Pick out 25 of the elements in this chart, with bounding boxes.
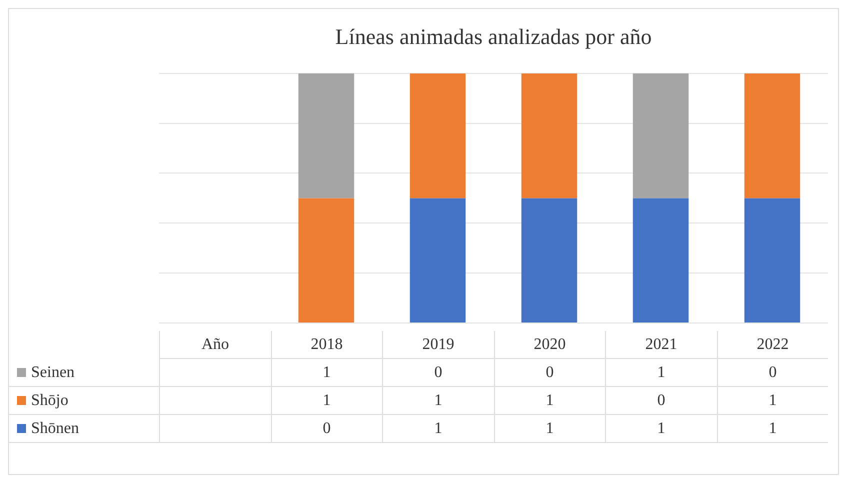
data-label: 1 xyxy=(605,359,716,387)
data-label: 1 xyxy=(270,359,382,387)
data-label: 1 xyxy=(382,415,494,443)
legend-label: Shōnen xyxy=(9,415,159,443)
x-tick-label: 2021 xyxy=(605,331,716,359)
chart-title: Líneas animadas analizadas por año xyxy=(335,24,652,49)
data-label: 1 xyxy=(605,415,716,443)
data-label: 0 xyxy=(382,359,494,387)
legend-label: Shōjo xyxy=(9,387,159,415)
data-label: 1 xyxy=(270,387,382,415)
x-tick-label: Año xyxy=(159,331,270,359)
data-label: 1 xyxy=(494,415,605,443)
data-label: 1 xyxy=(494,387,605,415)
data-label: 0 xyxy=(605,387,716,415)
x-tick-label: 2022 xyxy=(716,331,828,359)
x-tick-label: 2018 xyxy=(270,331,382,359)
data-label: 0 xyxy=(494,359,605,387)
data-label: 1 xyxy=(382,387,494,415)
data-label: 1 xyxy=(716,415,828,443)
data-label: 1 xyxy=(716,387,828,415)
legend-label: Seinen xyxy=(9,359,159,387)
x-tick-label: 2020 xyxy=(494,331,605,359)
x-tick-label: 2019 xyxy=(382,331,494,359)
data-label: 0 xyxy=(716,359,828,387)
data-label: 0 xyxy=(270,415,382,443)
